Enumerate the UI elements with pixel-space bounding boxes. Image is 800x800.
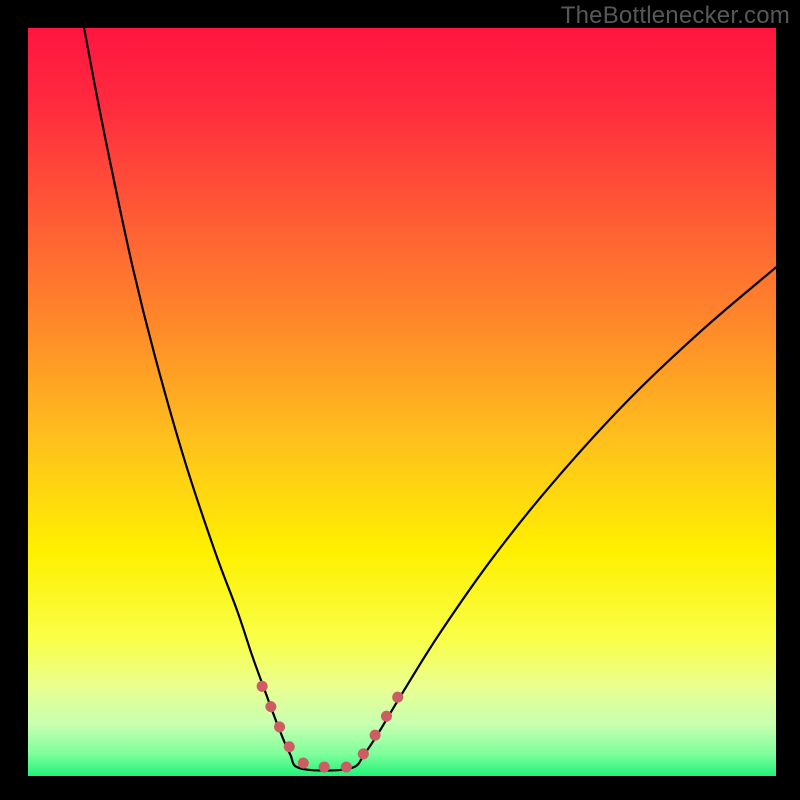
gradient-background — [28, 28, 776, 776]
plot-area — [28, 28, 776, 776]
bottleneck-curve-chart — [28, 28, 776, 776]
watermark-text: TheBottlenecker.com — [561, 2, 790, 30]
chart-canvas: TheBottlenecker.com — [0, 0, 800, 800]
